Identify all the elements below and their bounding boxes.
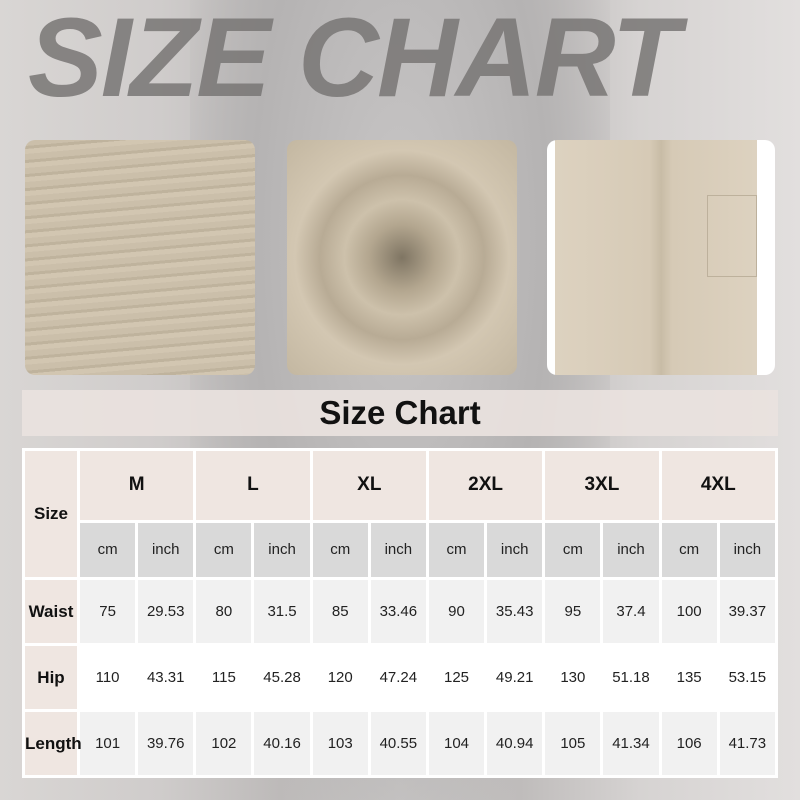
table-cell: 29.53 — [135, 577, 197, 647]
table-cell: 35.43 — [484, 577, 546, 647]
unit-header: inch — [600, 519, 662, 581]
table-cell: 104 — [425, 709, 488, 778]
unit-header: cm — [309, 519, 371, 581]
table-cell: 49.21 — [484, 643, 546, 712]
table-cell: 101 — [76, 709, 139, 778]
table-cell: 47.24 — [367, 643, 429, 712]
table-row: Length 101 39.76 102 40.16 103 40.55 104 40.94 10… — [22, 709, 779, 778]
table-cell: 106 — [658, 709, 720, 778]
table-cell: 41.73 — [716, 709, 779, 778]
table-cell: 40.16 — [251, 709, 313, 778]
table-cell: 85 — [309, 577, 371, 647]
table-cell: 102 — [193, 709, 255, 778]
unit-header: inch — [367, 519, 429, 581]
fabric-texture-photo — [287, 140, 517, 375]
table-cell: 39.37 — [716, 577, 779, 647]
table-cell: 41.34 — [600, 709, 662, 778]
pocket — [707, 195, 757, 277]
waistband-drawstring-photo — [25, 140, 255, 375]
table-cell: 75 — [76, 577, 139, 647]
table-cell: 115 — [193, 643, 255, 712]
size-header: Size — [22, 447, 80, 581]
table-cell: 31.5 — [251, 577, 313, 647]
unit-header: cm — [76, 519, 139, 581]
table-cell: 135 — [658, 643, 720, 712]
unit-header: cm — [193, 519, 255, 581]
unit-header: cm — [542, 519, 604, 581]
row-label: Hip — [22, 643, 80, 712]
table-cell: 105 — [542, 709, 604, 778]
size-column-header: XL — [309, 448, 429, 523]
table-row: Hip 110 43.31 115 45.28 120 47.24 125 49.21 130 51… — [22, 643, 779, 712]
table-cell: 43.31 — [135, 643, 197, 712]
back-pocket-photo — [547, 140, 775, 375]
size-chart-banner: Size Chart — [22, 390, 778, 436]
table-cell: 90 — [425, 577, 488, 647]
size-column-header: 3XL — [542, 448, 662, 523]
table-cell: 51.18 — [600, 643, 662, 712]
unit-header: cm — [658, 519, 720, 581]
row-label: Length — [22, 709, 82, 778]
table-cell: 33.46 — [367, 577, 429, 647]
unit-header: inch — [484, 519, 546, 581]
table-cell: 110 — [76, 643, 139, 712]
size-chart-title: SIZE CHART — [28, 0, 680, 120]
table-cell: 45.28 — [251, 643, 313, 712]
unit-header: inch — [716, 519, 779, 581]
table-cell: 40.94 — [484, 709, 546, 778]
table-cell: 130 — [542, 643, 604, 712]
table-cell: 95 — [542, 577, 604, 647]
size-column-header: M — [76, 448, 197, 523]
table-row: Waist 75 29.53 80 31.5 85 33.46 90 35.43 95 37.4 10… — [22, 577, 779, 647]
unit-header: inch — [135, 519, 197, 581]
table-cell: 39.76 — [135, 709, 197, 778]
table-cell: 53.15 — [716, 643, 779, 712]
size-column-header: L — [193, 448, 313, 523]
table-cell: 40.55 — [367, 709, 429, 778]
table-cell: 103 — [309, 709, 371, 778]
table-cell: 37.4 — [600, 577, 662, 647]
row-label: Waist — [22, 577, 80, 647]
table-cell: 125 — [425, 643, 488, 712]
table-cell: 80 — [193, 577, 255, 647]
size-column-header: 4XL — [658, 448, 779, 523]
unit-header: inch — [251, 519, 313, 581]
table-cell: 100 — [658, 577, 720, 647]
table-cell: 120 — [309, 643, 371, 712]
size-column-header: 2XL — [425, 448, 546, 523]
unit-header: cm — [425, 519, 488, 581]
size-table: Size M L XL 2XL 3XL 4XL cm inch cm inch cm inch cm inc… — [22, 447, 779, 778]
